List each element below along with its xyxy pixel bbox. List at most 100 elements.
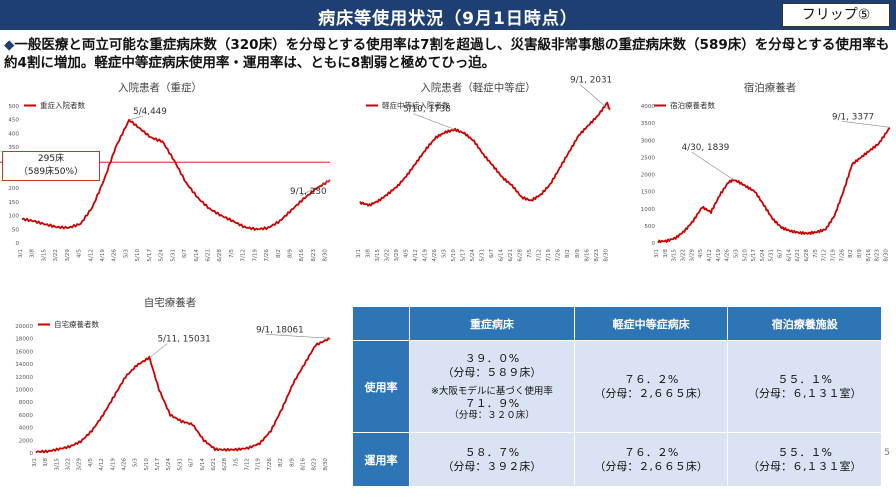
x-tick-label: 6/21 xyxy=(795,249,801,262)
y-tick-label: 20000 xyxy=(15,324,33,330)
row-label: 使用率 xyxy=(352,340,410,433)
x-tick-label: 6/28 xyxy=(217,249,223,262)
x-tick-label: 6/7 xyxy=(489,249,495,258)
x-tick-label: 6/7 xyxy=(182,249,188,258)
chart-title: 入院患者（軽症中等症） xyxy=(420,81,536,94)
x-tick-label: 8/2 xyxy=(276,249,282,258)
x-tick-label: 6/21 xyxy=(508,249,514,262)
x-tick-label: 4/5 xyxy=(404,249,410,258)
x-tick-label: 5/3 xyxy=(733,249,739,258)
cell-main: ５８．７% xyxy=(464,445,520,459)
x-tick-label: 8/2 xyxy=(278,458,284,467)
y-tick-label: 2000 xyxy=(19,438,34,444)
x-tick-label: 3/29 xyxy=(77,458,83,471)
legend-label: 軽症中等症入院者数 xyxy=(382,100,450,110)
x-tick-label: 3/15 xyxy=(41,249,47,262)
y-tick-label: 16000 xyxy=(15,349,33,355)
x-tick-label: 7/12 xyxy=(241,249,247,262)
x-tick-label: 3/15 xyxy=(672,249,678,262)
x-tick-label: 3/1 xyxy=(32,458,38,467)
y-tick-label: 18000 xyxy=(15,337,33,343)
x-tick-label: 6/7 xyxy=(778,249,784,258)
cell-main: ７６．２% xyxy=(623,372,679,386)
x-tick-label: 7/26 xyxy=(264,249,270,262)
table-header-row: 重症病床 軽症中等症病床 宿泊療養施設 xyxy=(352,306,882,341)
x-tick-label: 8/30 xyxy=(323,458,329,471)
x-tick-label: 3/1 xyxy=(18,249,24,258)
x-tick-label: 7/5 xyxy=(233,458,239,467)
cell-note-sub: （分母：３２０床） xyxy=(449,409,535,421)
table-cell: ５８．７% （分母：３９２床） xyxy=(409,432,575,487)
y-tick-label: 8000 xyxy=(19,400,34,406)
x-tick-label: 3/15 xyxy=(375,249,381,262)
x-tick-label: 3/1 xyxy=(654,249,660,258)
x-tick-label: 8/23 xyxy=(875,249,881,262)
bed-usage-table: 重症病床 軽症中等症病床 宿泊療養施設 使用率 ３９．０% （分母：５８９床） … xyxy=(352,306,882,487)
cell-main: ７６．２% xyxy=(623,445,679,459)
x-tick-label: 3/22 xyxy=(385,249,391,262)
annotation-leader xyxy=(579,84,611,111)
series-line xyxy=(359,101,611,207)
x-tick-label: 6/28 xyxy=(518,249,524,262)
x-tick-label: 7/19 xyxy=(256,458,262,471)
row-label: 運用率 xyxy=(352,432,410,487)
x-tick-label: 5/10 xyxy=(144,458,150,471)
x-tick-label: 3/29 xyxy=(689,249,695,262)
y-tick-label: 450 xyxy=(8,118,19,124)
x-tick-label: 7/26 xyxy=(839,249,845,262)
annotation-leader xyxy=(413,113,456,130)
annotation-leader xyxy=(149,343,168,358)
x-tick-label: 6/14 xyxy=(200,458,206,471)
x-tick-label: 6/7 xyxy=(189,458,195,467)
y-tick-label: 200 xyxy=(8,186,19,192)
y-tick-label: 1500 xyxy=(641,190,656,196)
threshold-note-line2: （589床50%） xyxy=(18,167,84,177)
x-tick-label: 8/2 xyxy=(565,249,571,258)
cell-sub: （分母：２,６６５床） xyxy=(594,459,708,473)
y-tick-label: 400 xyxy=(8,131,19,137)
cell-note-value: ７１．９% xyxy=(464,396,520,410)
cell-sub: （分母：３９２床） xyxy=(442,459,542,473)
x-tick-label: 6/28 xyxy=(804,249,810,262)
x-tick-label: 7/5 xyxy=(229,249,235,258)
annotation-leader xyxy=(265,334,331,339)
x-tick-label: 3/29 xyxy=(65,249,71,262)
cell-main: ３９．０% xyxy=(464,351,520,365)
page-title: 病床等使用状況（9月1日時点） xyxy=(318,9,578,29)
x-tick-label: 5/3 xyxy=(442,249,448,258)
x-tick-label: 3/8 xyxy=(30,249,36,258)
x-tick-label: 8/16 xyxy=(299,249,305,262)
threshold-note-line1: 295床 xyxy=(37,154,65,164)
x-tick-label: 4/26 xyxy=(725,249,731,262)
x-tick-label: 5/10 xyxy=(135,249,141,262)
x-tick-label: 4/5 xyxy=(77,249,83,258)
cell-sub: （分母：６,１３１室） xyxy=(747,386,862,400)
x-tick-label: 4/19 xyxy=(100,249,106,262)
y-tick-label: 350 xyxy=(8,145,19,151)
x-tick-label: 3/22 xyxy=(66,458,72,471)
table-cell: ７６．２% （分母：２,６６５床） xyxy=(573,340,729,433)
annotation-leader xyxy=(299,179,331,197)
x-tick-label: 5/3 xyxy=(123,249,129,258)
y-tick-label: 6000 xyxy=(19,413,34,419)
x-tick-label: 8/16 xyxy=(300,458,306,471)
x-tick-label: 6/21 xyxy=(211,458,217,471)
y-tick-label: 3000 xyxy=(641,138,656,144)
table-cell: ５５．１% （分母：６,１３１室） xyxy=(727,340,882,433)
page-number: 5 xyxy=(884,448,890,458)
x-tick-label: 7/19 xyxy=(546,249,552,262)
x-tick-label: 3/8 xyxy=(663,249,669,258)
table-row: 運用率 ５８．７% （分母：３９２床） ７６．２% （分母：２,６６５床） ５５… xyxy=(352,432,882,487)
annotation-label: 9/1, 2031 xyxy=(570,76,612,86)
table-header: 宿泊療養施設 xyxy=(727,306,882,341)
y-tick-label: 1000 xyxy=(641,207,656,213)
chart-title: 入院患者（重症） xyxy=(118,81,202,94)
x-tick-label: 4/5 xyxy=(698,249,704,258)
cell-sub: （分母：２,６６５床） xyxy=(594,386,708,400)
x-tick-label: 4/19 xyxy=(110,458,116,471)
x-tick-label: 7/19 xyxy=(831,249,837,262)
flip-label: フリップ⑤ xyxy=(782,3,890,27)
y-tick-label: 0 xyxy=(29,451,33,457)
y-tick-label: 2500 xyxy=(641,155,656,161)
